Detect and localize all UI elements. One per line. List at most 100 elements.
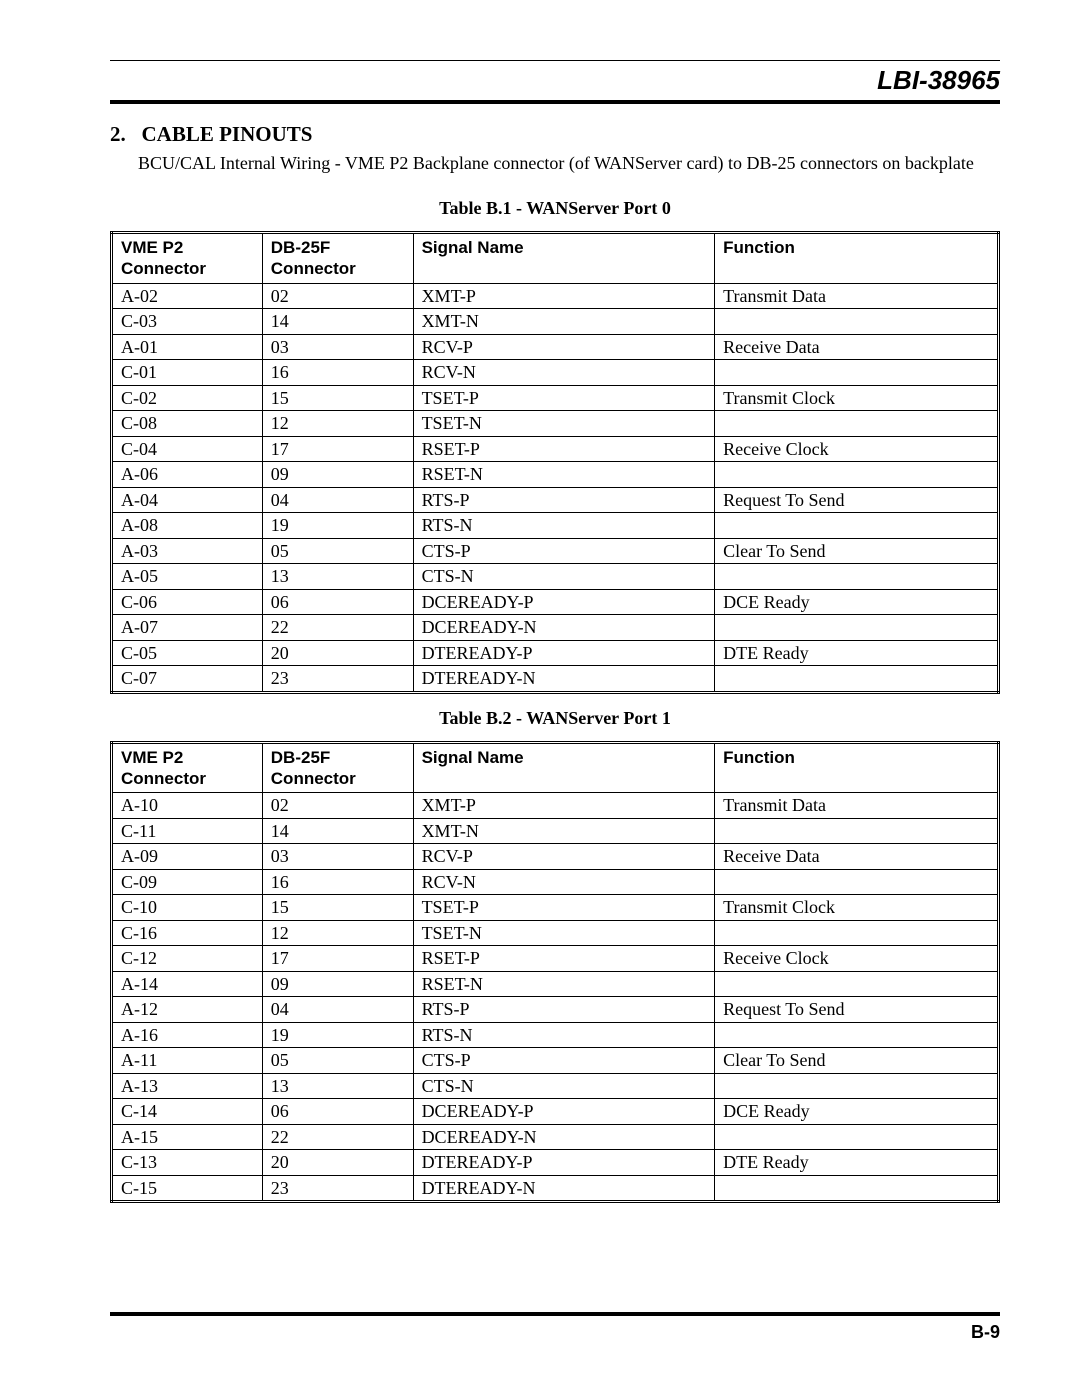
table-cell: 09 (262, 462, 413, 488)
table-cell: 13 (262, 1073, 413, 1099)
table-cell: Transmit Clock (715, 895, 999, 921)
table-cell: RTS-N (413, 513, 715, 539)
table-cell: C-14 (112, 1099, 263, 1125)
pinout-table-1: VME P2Connector DB-25FConnector Signal N… (110, 231, 1000, 694)
table-cell: A-16 (112, 1022, 263, 1048)
table-row: A-0819RTS-N (112, 513, 999, 539)
section-subtitle: BCU/CAL Internal Wiring - VME P2 Backpla… (138, 153, 1000, 174)
table-row: C-1612TSET-N (112, 920, 999, 946)
table-cell: 12 (262, 411, 413, 437)
table-row: A-1409RSET-N (112, 971, 999, 997)
table-cell: A-07 (112, 615, 263, 641)
table-cell: A-13 (112, 1073, 263, 1099)
table-row: C-0520DTEREADY-PDTE Ready (112, 640, 999, 666)
table-cell: 09 (262, 971, 413, 997)
table-row: A-1204RTS-PRequest To Send (112, 997, 999, 1023)
table-cell: DTE Ready (715, 640, 999, 666)
table-header-row: VME P2Connector DB-25FConnector Signal N… (112, 742, 999, 793)
table-cell (715, 615, 999, 641)
table-cell (715, 818, 999, 844)
table-cell: CTS-N (413, 564, 715, 590)
col-header-vme: VME P2Connector (112, 233, 263, 284)
table-row: A-0202XMT-PTransmit Data (112, 283, 999, 309)
table-cell: 04 (262, 997, 413, 1023)
table-cell: 17 (262, 436, 413, 462)
table-cell: Receive Clock (715, 946, 999, 972)
table-cell: 17 (262, 946, 413, 972)
table-cell: A-06 (112, 462, 263, 488)
table-row: C-0916RCV-N (112, 869, 999, 895)
table-cell: 06 (262, 589, 413, 615)
table-cell: RSET-N (413, 462, 715, 488)
table-cell: TSET-N (413, 920, 715, 946)
table-cell: 22 (262, 615, 413, 641)
table-cell: DCE Ready (715, 589, 999, 615)
table-cell: 20 (262, 640, 413, 666)
table-cell: C-07 (112, 666, 263, 693)
table-cell: DCEREADY-P (413, 1099, 715, 1125)
table-cell (715, 666, 999, 693)
table-cell: A-09 (112, 844, 263, 870)
table-cell: Receive Clock (715, 436, 999, 462)
col-header-sig: Signal Name (413, 742, 715, 793)
section-title: CABLE PINOUTS (142, 122, 313, 146)
table-cell: C-08 (112, 411, 263, 437)
table-cell (715, 971, 999, 997)
table-cell: A-04 (112, 487, 263, 513)
table-cell: TSET-P (413, 895, 715, 921)
table-cell (715, 869, 999, 895)
table-cell: 23 (262, 1175, 413, 1202)
table-cell: XMT-N (413, 309, 715, 335)
table-row: C-0215TSET-PTransmit Clock (112, 385, 999, 411)
table-cell: 19 (262, 513, 413, 539)
header-rule-thin (110, 60, 1000, 61)
table-row: C-0606DCEREADY-PDCE Ready (112, 589, 999, 615)
table-cell: Clear To Send (715, 538, 999, 564)
page-number: B-9 (110, 1322, 1000, 1343)
table-cell: RCV-P (413, 334, 715, 360)
table-row: A-0513CTS-N (112, 564, 999, 590)
table-cell (715, 1124, 999, 1150)
table-cell: A-01 (112, 334, 263, 360)
table-row: C-0116RCV-N (112, 360, 999, 386)
table-cell: A-02 (112, 283, 263, 309)
table-cell: Transmit Data (715, 283, 999, 309)
table-cell (715, 513, 999, 539)
table-cell: RCV-N (413, 360, 715, 386)
table-cell: DTEREADY-N (413, 666, 715, 693)
table-cell (715, 564, 999, 590)
table-cell (715, 920, 999, 946)
table-cell: Clear To Send (715, 1048, 999, 1074)
table-cell: DTEREADY-N (413, 1175, 715, 1202)
table-cell: Receive Data (715, 334, 999, 360)
section-number: 2. (110, 122, 126, 146)
table-cell: DTEREADY-P (413, 1150, 715, 1176)
table-cell: A-15 (112, 1124, 263, 1150)
table-row: C-1114XMT-N (112, 818, 999, 844)
table-row: A-1522DCEREADY-N (112, 1124, 999, 1150)
table-cell: RCV-N (413, 869, 715, 895)
table-row: A-0609RSET-N (112, 462, 999, 488)
table-cell: 16 (262, 869, 413, 895)
table-cell: 02 (262, 283, 413, 309)
table-cell: TSET-P (413, 385, 715, 411)
pinout-table-2: VME P2Connector DB-25FConnector Signal N… (110, 741, 1000, 1204)
table-cell: Transmit Clock (715, 385, 999, 411)
table-cell: 19 (262, 1022, 413, 1048)
table-row: C-0417RSET-PReceive Clock (112, 436, 999, 462)
table-cell (715, 1175, 999, 1202)
table-cell: 14 (262, 309, 413, 335)
table-cell: DCE Ready (715, 1099, 999, 1125)
table-cell: C-10 (112, 895, 263, 921)
table-cell: 05 (262, 1048, 413, 1074)
table-cell: A-12 (112, 997, 263, 1023)
table-cell: XMT-P (413, 283, 715, 309)
table-row: A-0305CTS-PClear To Send (112, 538, 999, 564)
table-cell: C-04 (112, 436, 263, 462)
table-cell: A-10 (112, 793, 263, 819)
col-header-db: DB-25FConnector (262, 233, 413, 284)
table-row: C-0314XMT-N (112, 309, 999, 335)
table-cell (715, 1022, 999, 1048)
table-cell: 13 (262, 564, 413, 590)
table-cell: Request To Send (715, 487, 999, 513)
